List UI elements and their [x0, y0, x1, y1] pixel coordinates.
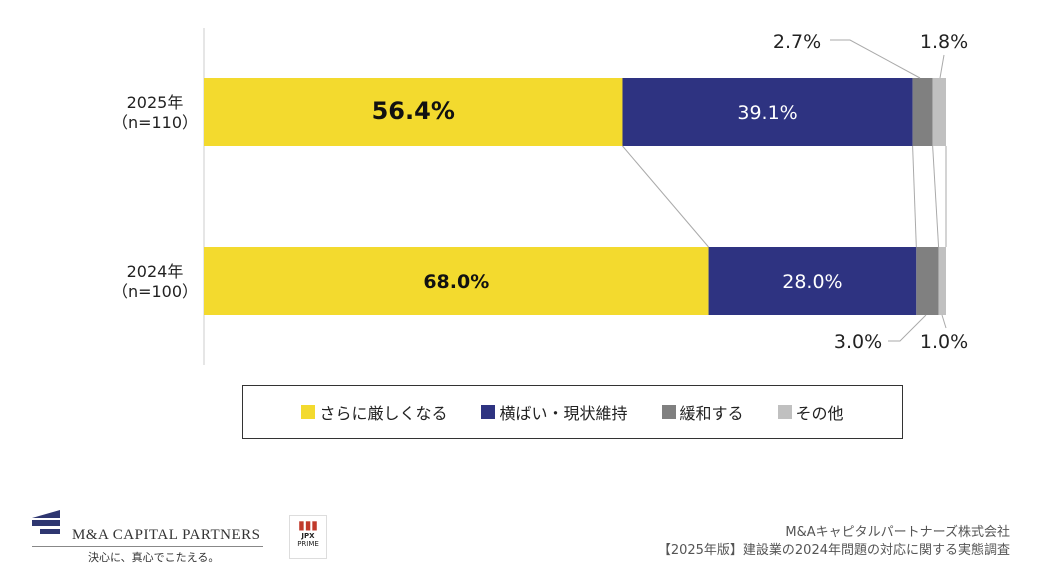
data-label: 2.7% [773, 31, 821, 53]
data-label: 3.0% [834, 331, 882, 353]
bar-segment [204, 78, 623, 146]
company-logo-icon [32, 510, 72, 544]
leader-line [939, 54, 945, 79]
legend-swatch [661, 405, 676, 419]
connector-line [912, 145, 917, 248]
data-label: 68.0% [423, 271, 489, 293]
legend-swatch [301, 405, 316, 419]
leader-line [830, 39, 921, 79]
connector-line [622, 145, 709, 248]
category-label-2025: 2025年 （n=110） [111, 93, 199, 132]
legend-swatch [481, 405, 496, 419]
brand-tagline: 決心に、真心でこたえる。 [88, 551, 220, 564]
leader-line [941, 314, 947, 329]
data-label: 1.0% [920, 331, 968, 353]
leader-line [888, 314, 927, 342]
data-label: 39.1% [737, 102, 797, 124]
legend-item: その他 [777, 400, 844, 424]
footer-source: M&Aキャピタルパートナーズ株式会社 【2025年版】建設業の2024年問題の対… [657, 525, 1010, 558]
brand-name: M&A CAPITAL PARTNERS [72, 527, 261, 543]
data-label: 56.4% [372, 97, 455, 125]
legend-item: 緩和する [661, 400, 744, 424]
bar-segment [938, 247, 946, 315]
bar-segment [204, 247, 709, 315]
bar-segment [916, 247, 939, 315]
legend: さらに厳しくなる 横ばい・現状維持 緩和する その他 [242, 385, 903, 439]
bar-segment [932, 78, 946, 146]
stacked-bar-chart: 56.4% 39.1% 68.0% 28.0% 2.7% 1.8% 3.0% 1.0% [203, 28, 968, 365]
legend-swatch [777, 405, 792, 419]
connector-line [932, 145, 940, 248]
category-label-2024: 2024年 （n=100） [111, 262, 199, 301]
data-label: 28.0% [782, 271, 842, 293]
bar-segment [622, 78, 913, 146]
bar-segment [912, 78, 933, 146]
legend-item: 横ばい・現状維持 [481, 400, 628, 424]
legend-item: さらに厳しくなる [301, 400, 447, 424]
bar-segment [708, 247, 917, 315]
data-label: 1.8% [920, 31, 968, 53]
jpx-prime-logo: ▮▮▮ JPX PRIME [289, 515, 327, 559]
